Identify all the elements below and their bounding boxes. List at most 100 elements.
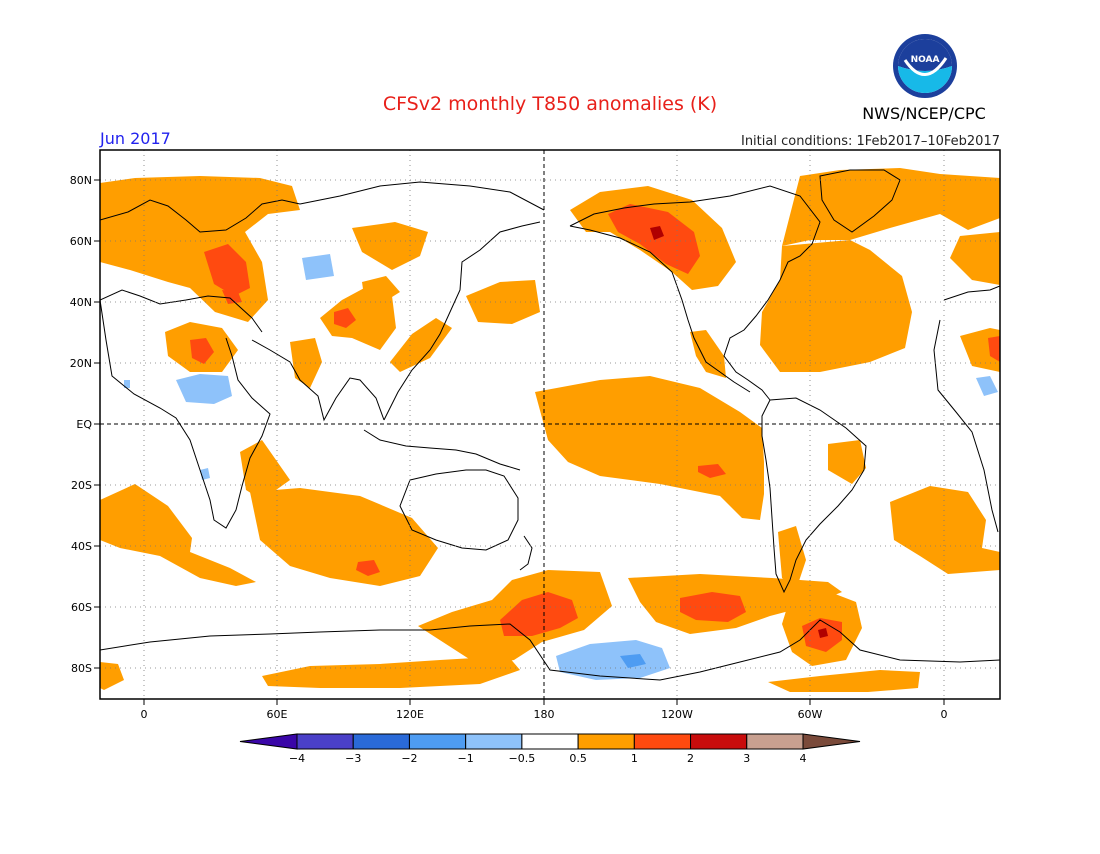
colorbar-swatch [577, 733, 635, 750]
anomaly-south-atlantic [890, 486, 1000, 574]
anomaly-antarctic-atlantic [768, 670, 920, 692]
colorbar-label: −4 [289, 752, 305, 765]
coastlines [100, 169, 1000, 681]
noaa-logo: NOAA [893, 34, 957, 98]
anomaly-very-strong-alaska [650, 226, 664, 240]
lon-label: 120W [661, 708, 693, 721]
lon-label: 180 [534, 708, 555, 721]
anomaly-negative-antarctic [556, 640, 670, 680]
colorbar-swatch [465, 733, 523, 750]
colorbar-swatch [408, 733, 467, 750]
lon-label: 60W [798, 708, 823, 721]
latitude-labels: 80N 60N 40N 20N EQ 20S 40S 60S 80S [70, 174, 93, 675]
logo-text: NOAA [911, 55, 940, 65]
lat-label: 80N [70, 174, 92, 187]
anomaly-east-africa [240, 440, 290, 500]
colorbar-swatch [633, 733, 692, 750]
anomaly-strong-europe [204, 244, 250, 296]
colorbar-swatch [521, 733, 579, 750]
anomaly-south-pacific [535, 376, 764, 520]
anomaly-nw-pacific [466, 280, 540, 324]
lat-label: 60N [70, 235, 92, 248]
anomaly-antarctic-coast [262, 656, 520, 688]
colorbar-label: 2 [687, 752, 694, 765]
initial-conditions-label: Initial conditions: 1Feb2017–10Feb2017 [741, 134, 1000, 149]
coast-east-asia [383, 221, 541, 421]
coast-south-america [761, 397, 867, 594]
gridlines [100, 150, 1000, 699]
coast-new-zealand [519, 535, 533, 571]
lon-label: 0 [141, 708, 148, 721]
coast-indonesia [363, 429, 521, 471]
colorbar-label: 1 [631, 752, 638, 765]
lat-label: EQ [76, 418, 92, 431]
anomaly-strong-ross [500, 592, 578, 636]
coast-north-america [569, 185, 821, 401]
colorbar-swatch [746, 733, 804, 750]
lon-label: 0 [941, 708, 948, 721]
anomaly-strong-tibet [334, 308, 356, 328]
axis-ticks [94, 179, 945, 705]
anomaly-negative-sahara-west [124, 380, 130, 388]
colorbar-label: 3 [743, 752, 750, 765]
colorbar-label: −3 [345, 752, 361, 765]
coast-europe-mediterranean [100, 289, 263, 333]
anomaly-strong-south-pacific [698, 464, 726, 478]
anomaly-strong-atlantic-edge [988, 336, 1000, 362]
colorbar-labels: −4 −3 −2 −1 −0.5 0.5 1 2 3 4 [289, 752, 807, 765]
anomaly-amazon [828, 440, 866, 484]
colorbar-label: −0.5 [509, 752, 536, 765]
anomaly-south-atlantic-west [100, 484, 256, 586]
anomaly-negative-sahel [176, 374, 232, 404]
anomaly-mongolia [362, 276, 400, 302]
anomaly-very-strong-peninsula [818, 628, 828, 638]
agency-label: NWS/NCEP/CPC [862, 104, 986, 123]
coast-arabia-india [251, 339, 385, 422]
anomaly-strong-amundsen [680, 592, 746, 622]
anomaly-negative-antarctic-core [620, 654, 646, 668]
lat-label: 20N [70, 357, 92, 370]
coast-africa [100, 299, 271, 529]
colorbar-swatch [352, 733, 410, 750]
longitude-labels: 0 60E 120E 180 120W 60W 0 [141, 708, 948, 721]
anomaly-tibet [320, 286, 396, 350]
anomaly-mexico [690, 330, 726, 378]
colorbar-label: 4 [800, 752, 807, 765]
anomaly-strong-indian-ocean [356, 560, 380, 576]
colorbar-swatch [296, 733, 354, 750]
chart-title: CFSv2 monthly T850 anomalies (K) [383, 93, 717, 115]
anomaly-west-siberia [352, 222, 428, 270]
coast-australia [399, 469, 519, 551]
coast-africa-east-edge [933, 319, 999, 533]
colorbar-swatch [690, 733, 748, 750]
colorbar-label: −2 [401, 752, 417, 765]
anomaly-strong-north-africa [190, 338, 214, 364]
lon-label: 120E [396, 708, 424, 721]
equator-dateline [100, 150, 1000, 699]
coast-europe-east-edge [943, 285, 1000, 301]
anomaly-negative-atlantic-edge [976, 376, 998, 396]
anomaly-patagonia [778, 526, 806, 590]
anomaly-europe-arctic [100, 176, 300, 322]
lat-label: 60S [71, 601, 92, 614]
lon-label: 60E [267, 708, 288, 721]
month-label: Jun 2017 [99, 129, 171, 148]
colorbar-label: −1 [458, 752, 474, 765]
coast-north-america-west [569, 225, 751, 393]
colorbar-label: 0.5 [569, 752, 587, 765]
lat-label: 40S [71, 540, 92, 553]
lat-label: 80S [71, 662, 92, 675]
anomaly-negative-siberia [302, 254, 334, 280]
colorbar-min-arrow [239, 733, 298, 750]
coast-antarctica [100, 619, 1000, 681]
colorbar-max-arrow [802, 733, 861, 750]
anomaly-sw-corner [100, 662, 124, 690]
coast-greenland [819, 169, 901, 233]
lat-label: 20S [71, 479, 92, 492]
anomaly-north-atlantic [760, 240, 912, 372]
anomaly-indian-ocean [250, 488, 438, 586]
anomaly-fields [100, 168, 1000, 692]
anomaly-strong-europe-south [222, 290, 242, 304]
colorbar [239, 733, 861, 750]
